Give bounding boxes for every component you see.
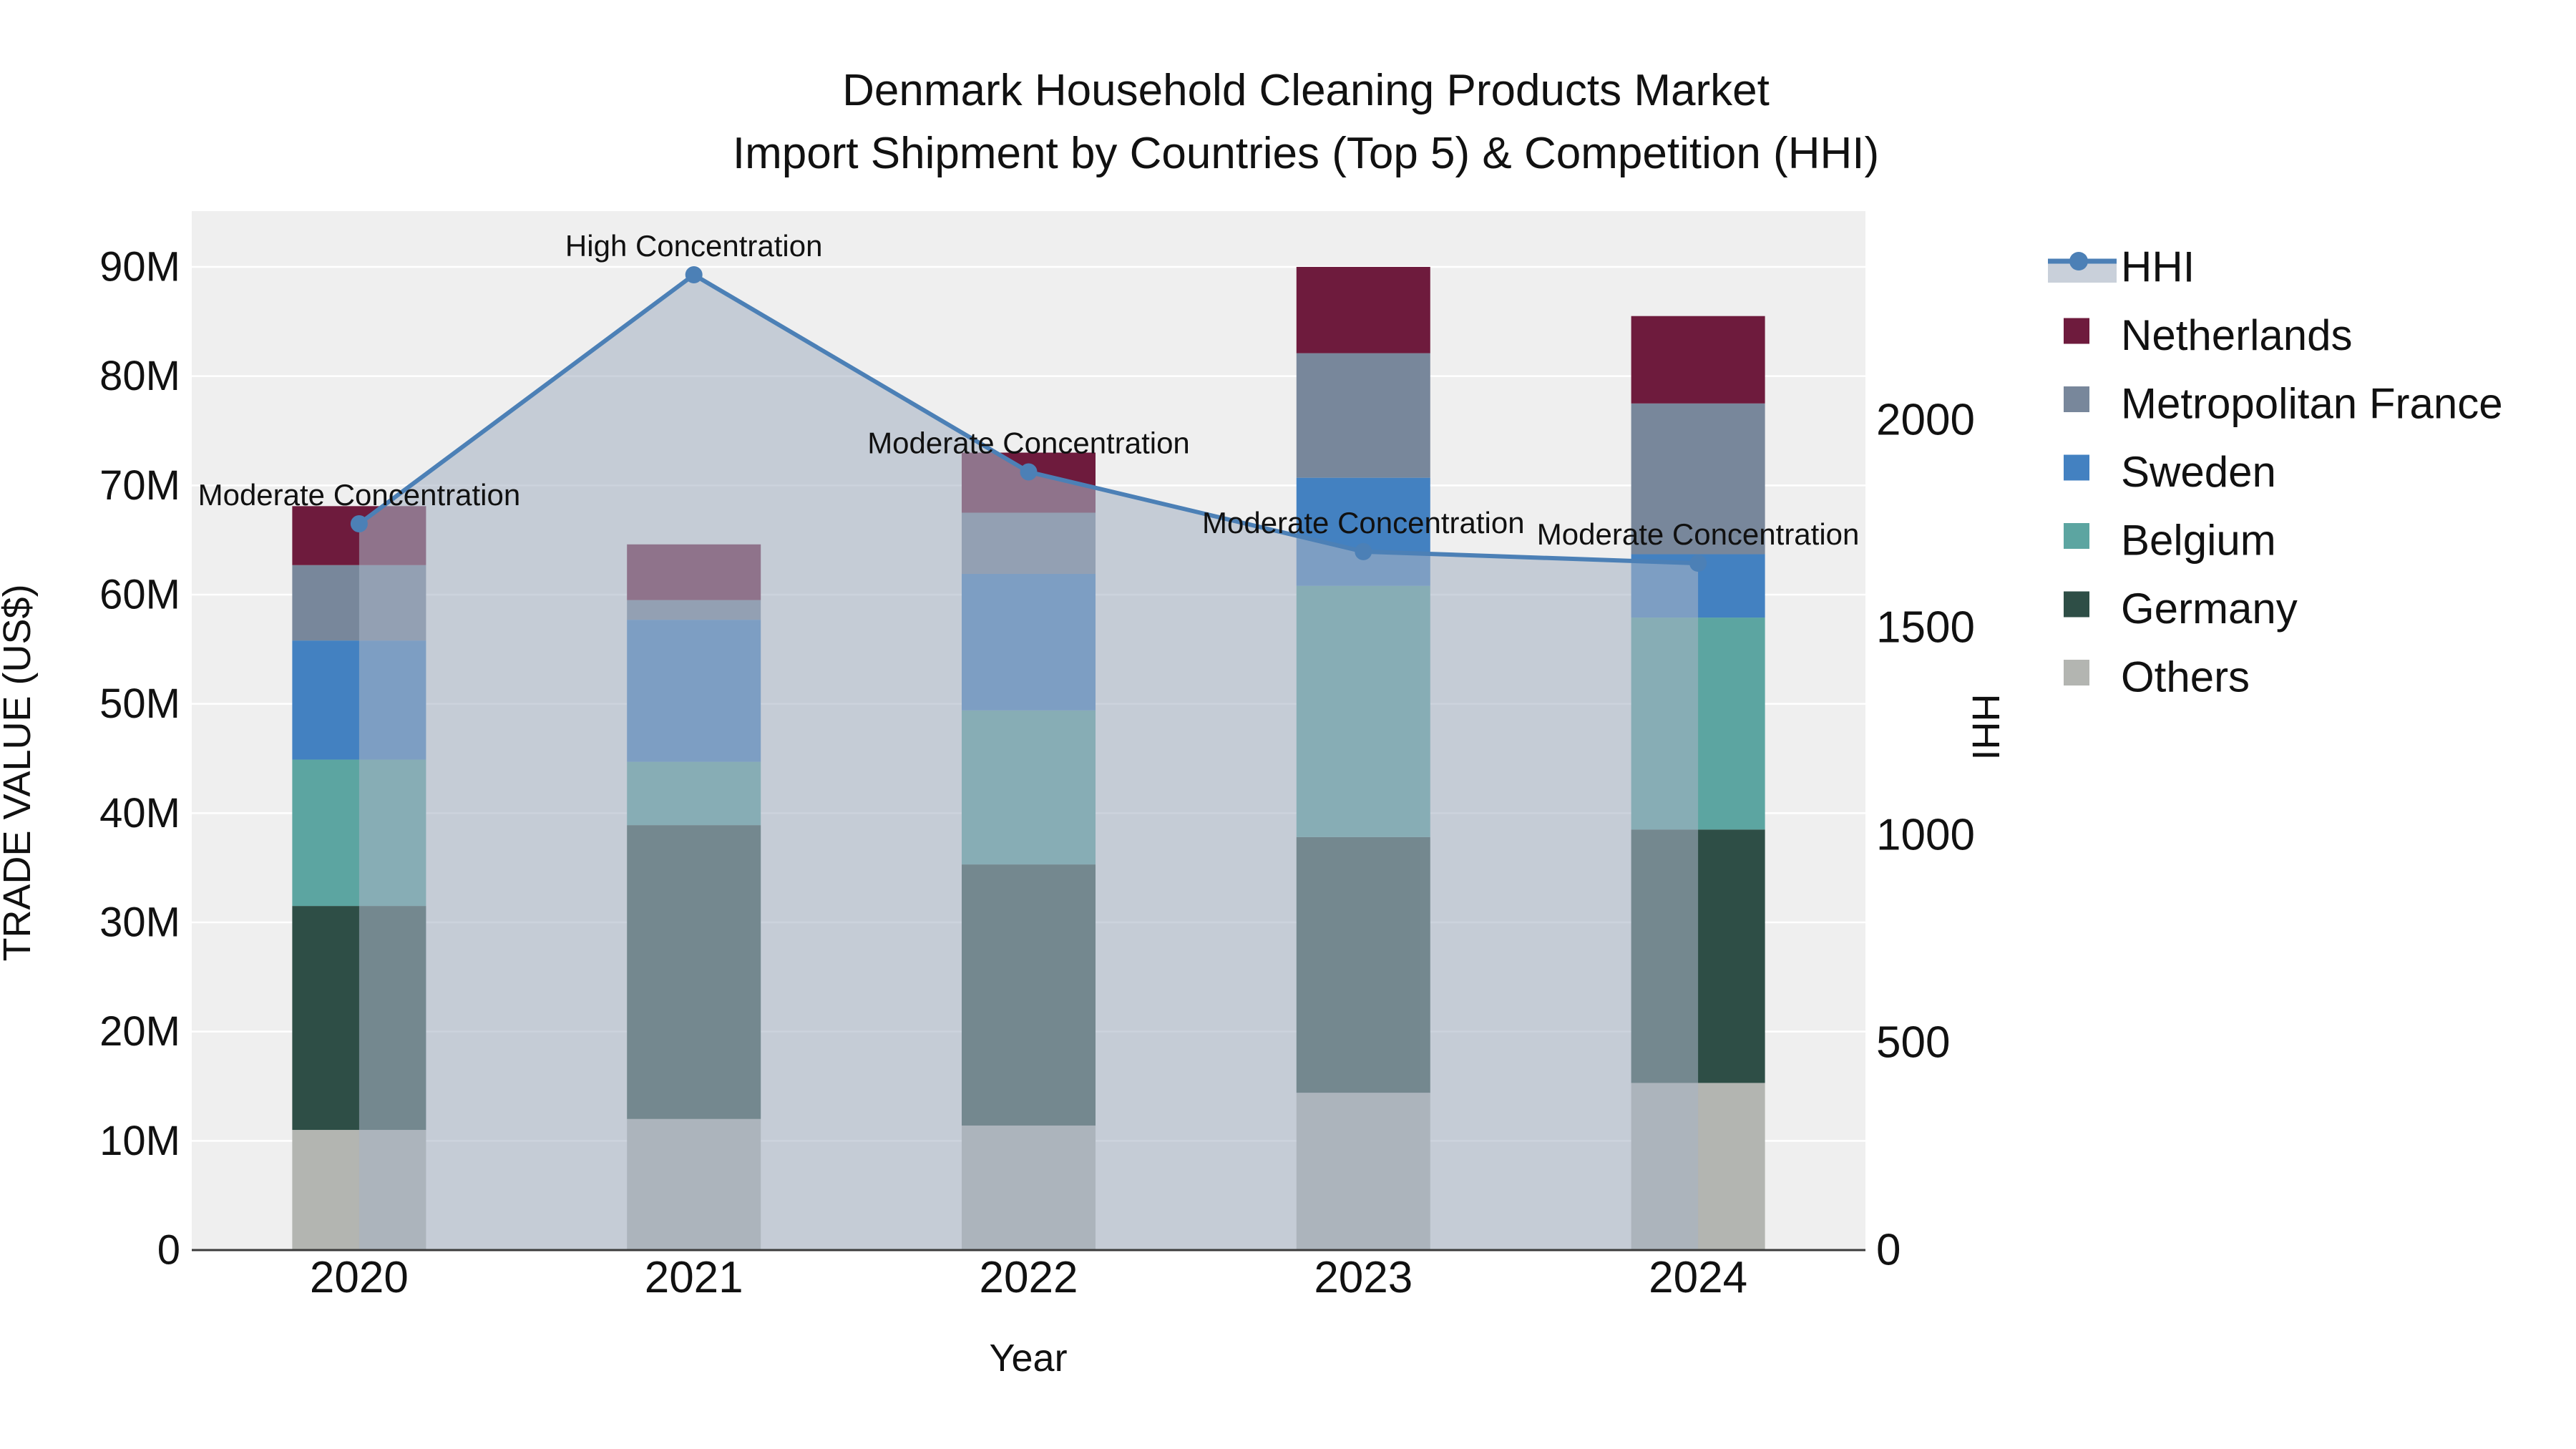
hhi-marker-2022 — [1020, 463, 1038, 481]
legend-label-others: Others — [2121, 653, 2250, 701]
x-tick-2020: 2020 — [310, 1253, 409, 1302]
plot-generated-content: Moderate Concentration High Concentration… — [99, 211, 2503, 1302]
annotation-2020: Moderate Concentration — [198, 478, 521, 512]
legend-label-germany: Germany — [2121, 585, 2298, 633]
x-axis-title: Year — [989, 1337, 1067, 1380]
hhi-area-fill — [358, 275, 1699, 1250]
y-left-tick-10M: 10M — [99, 1118, 180, 1164]
legend-item-metropolitan-france[interactable]: Metropolitan France — [2064, 380, 2503, 428]
legend-swatch-sweden — [2064, 454, 2089, 481]
legend-label-metropolitan-france: Metropolitan France — [2121, 380, 2503, 428]
y-left-tick-20M: 20M — [99, 1008, 180, 1055]
y-left-tick-0: 0 — [157, 1227, 180, 1274]
legend-swatch-germany — [2064, 591, 2089, 618]
legend-label-belgium: Belgium — [2121, 517, 2276, 565]
bar-segment-metropolitan-france-2024 — [1631, 403, 1765, 555]
legend-item-others[interactable]: Others — [2064, 653, 2250, 701]
y-left-tick-50M: 50M — [99, 680, 180, 727]
bar-segment-metropolitan-france-2023 — [1296, 353, 1430, 478]
bar-segment-netherlands-2024 — [1631, 316, 1765, 404]
chart-title-line2: Import Shipment by Countries (Top 5) & C… — [733, 129, 1879, 178]
legend-item-belgium[interactable]: Belgium — [2064, 517, 2276, 565]
annotation-2024: Moderate Concentration — [1537, 517, 1860, 551]
hhi-marker-2021 — [685, 266, 703, 283]
hhi-marker-2020 — [350, 515, 368, 532]
legend-hhi-marker — [2069, 252, 2088, 270]
legend-label-hhi: HHI — [2121, 243, 2195, 291]
y-right-tick-500: 500 — [1876, 1018, 1950, 1068]
legend-swatch-others — [2064, 660, 2089, 686]
y-right-tick-1500: 1500 — [1876, 603, 1975, 653]
legend-swatch-metropolitan-france — [2064, 386, 2089, 412]
x-tick-2024: 2024 — [1649, 1253, 1747, 1302]
x-tick-2021: 2021 — [645, 1253, 743, 1302]
y-right-tick-1000: 1000 — [1876, 811, 1975, 860]
legend-item-germany[interactable]: Germany — [2064, 585, 2298, 633]
y-left-tick-30M: 30M — [99, 899, 180, 946]
legend-label-netherlands: Netherlands — [2121, 311, 2353, 359]
y-right-tick-0: 0 — [1876, 1226, 1901, 1275]
legend-swatch-belgium — [2064, 523, 2089, 549]
y-left-tick-60M: 60M — [99, 572, 180, 618]
legend-item-sweden[interactable]: Sweden — [2064, 448, 2276, 496]
y-right-tick-2000: 2000 — [1876, 396, 1975, 445]
x-tick-2022: 2022 — [980, 1253, 1078, 1302]
legend-item-hhi[interactable]: HHI — [2048, 243, 2195, 291]
legend-label-sweden: Sweden — [2121, 448, 2276, 496]
hhi-marker-2024 — [1689, 555, 1707, 572]
annotation-2023: Moderate Concentration — [1202, 506, 1525, 540]
x-tick-2023: 2023 — [1314, 1253, 1413, 1302]
annotation-2022: Moderate Concentration — [867, 426, 1190, 460]
hhi-marker-2023 — [1355, 542, 1372, 560]
annotation-2021: High Concentration — [565, 229, 823, 263]
y-axis-left-title: TRADE VALUE (US$) — [0, 584, 39, 961]
legend-item-netherlands[interactable]: Netherlands — [2064, 311, 2353, 359]
y-left-tick-80M: 80M — [99, 353, 180, 399]
y-left-tick-90M: 90M — [99, 244, 180, 291]
chart-title-line1: Denmark Household Cleaning Products Mark… — [842, 66, 1770, 115]
y-left-tick-70M: 70M — [99, 462, 180, 509]
y-axis-right-title: HHI — [1964, 694, 2007, 761]
legend-swatch-netherlands — [2064, 318, 2089, 344]
y-left-tick-40M: 40M — [99, 790, 180, 836]
bar-segment-netherlands-2023 — [1296, 267, 1430, 353]
